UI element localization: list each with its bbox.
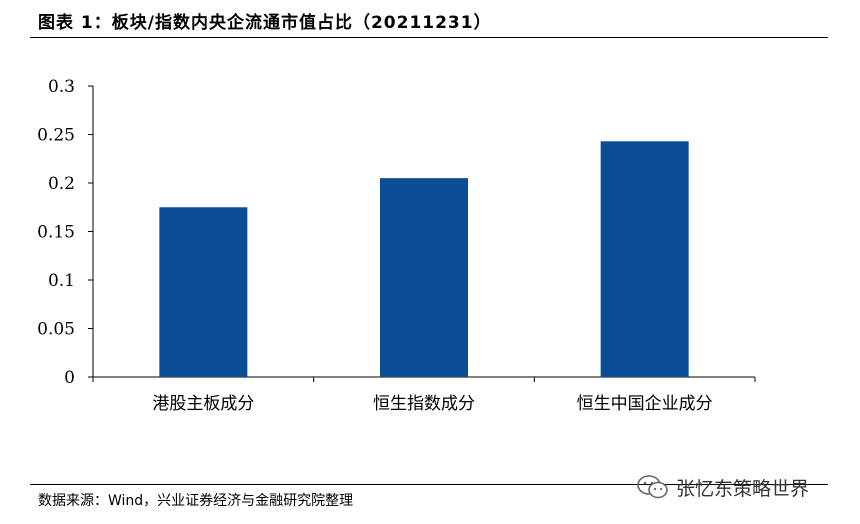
- y-tick-label: 0.2: [48, 174, 75, 194]
- y-tick-label: 0.05: [37, 320, 75, 340]
- y-tick-label: 0.3: [48, 77, 75, 97]
- bar-chart: 0 0.05 0.1 0.15 0.2 0.25 0.3 港股主板成分 恒生指数成分 恒生中国企…: [37, 77, 756, 414]
- bars: [159, 141, 689, 377]
- watermark: 张忆东策略世界: [636, 472, 809, 502]
- category-label: 港股主板成分: [152, 394, 254, 414]
- source-note: 数据来源：Wind，兴业证券经济与金融研究院整理: [38, 493, 354, 509]
- chart-title: 图表 1：板块/指数内央企流通市值占比（20211231）: [38, 13, 492, 33]
- x-axis: [92, 376, 756, 382]
- y-tick-label: 0.25: [37, 126, 75, 146]
- category-label: 恒生指数成分: [373, 394, 475, 414]
- category-labels: 港股主板成分 恒生指数成分 恒生中国企业成分: [152, 394, 712, 414]
- bar-2: [380, 178, 468, 377]
- y-tick-label: 0.1: [48, 271, 75, 291]
- y-axis: 0 0.05 0.1 0.15 0.2 0.25 0.3: [37, 77, 94, 388]
- category-label: 恒生中国企业成分: [577, 394, 713, 414]
- y-tick-label: 0.15: [37, 223, 75, 243]
- bar-3: [600, 141, 689, 377]
- wechat-icon: [637, 475, 668, 499]
- title-divider: [30, 37, 828, 38]
- source-divider: [30, 484, 828, 485]
- bar-1: [159, 207, 248, 377]
- y-tick-label: 0: [64, 368, 75, 388]
- watermark-text: 张忆东策略世界: [676, 477, 810, 500]
